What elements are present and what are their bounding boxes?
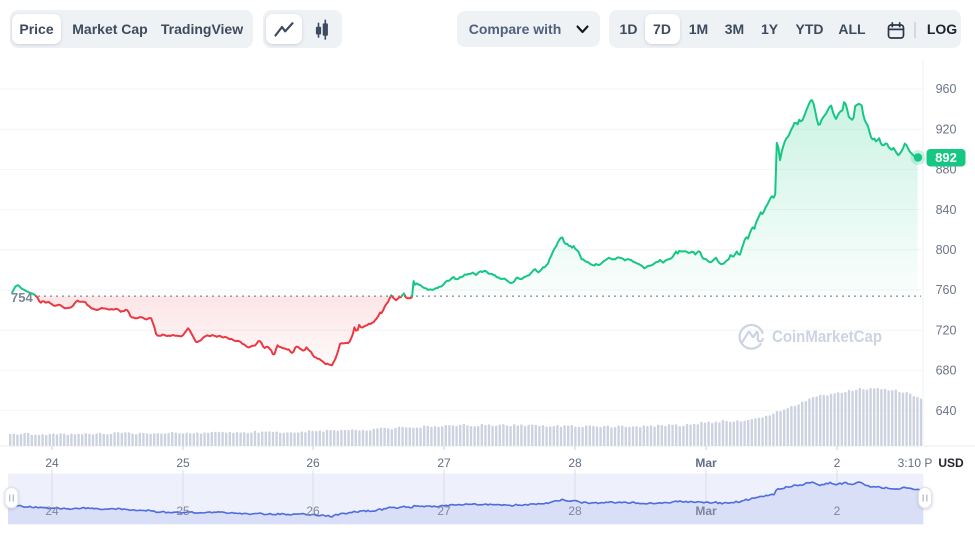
svg-text:25: 25 — [176, 456, 190, 470]
svg-text:920: 920 — [936, 122, 957, 136]
svg-text:26: 26 — [306, 456, 320, 470]
svg-text:25: 25 — [176, 504, 190, 518]
svg-text:754: 754 — [11, 290, 33, 305]
svg-text:720: 720 — [936, 323, 957, 337]
svg-text:3:10 P: 3:10 P — [898, 456, 933, 470]
svg-text:892: 892 — [935, 150, 957, 165]
svg-text:28: 28 — [568, 456, 582, 470]
svg-text:Mar: Mar — [695, 504, 717, 518]
svg-text:26: 26 — [306, 504, 320, 518]
svg-text:2: 2 — [834, 504, 841, 518]
svg-text:840: 840 — [936, 203, 957, 217]
svg-text:960: 960 — [936, 82, 957, 96]
svg-text:640: 640 — [936, 404, 957, 418]
svg-text:760: 760 — [936, 283, 957, 297]
svg-text:28: 28 — [568, 504, 582, 518]
svg-text:680: 680 — [936, 364, 957, 378]
svg-text:Mar: Mar — [695, 456, 717, 470]
svg-text:27: 27 — [437, 456, 451, 470]
svg-text:CoinMarketCap: CoinMarketCap — [772, 327, 882, 346]
svg-text:USD: USD — [938, 456, 964, 470]
svg-text:2: 2 — [834, 456, 841, 470]
svg-text:800: 800 — [936, 243, 957, 257]
svg-text:27: 27 — [437, 504, 451, 518]
svg-text:24: 24 — [45, 504, 59, 518]
svg-text:24: 24 — [45, 456, 59, 470]
